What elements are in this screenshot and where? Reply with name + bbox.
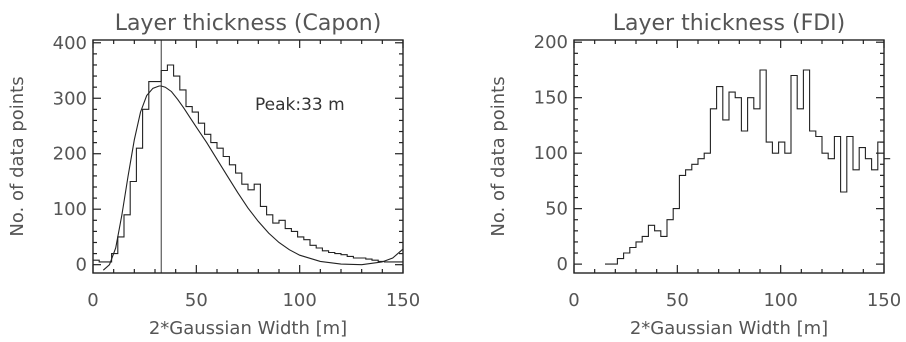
chart-title: Layer thickness (Capon) xyxy=(115,11,382,36)
histogram-steps xyxy=(93,64,403,263)
y-tick-label: 0 xyxy=(557,254,568,275)
y-tick-label: 50 xyxy=(545,199,568,220)
y-tick-label: 200 xyxy=(534,32,568,53)
x-tick-label: 50 xyxy=(666,290,689,311)
y-axis-label: No. of data points xyxy=(7,76,28,236)
fit-curve xyxy=(102,85,404,271)
x-tick-label: 50 xyxy=(185,290,208,311)
y-tick-label: 100 xyxy=(53,199,87,220)
y-tick-label: 400 xyxy=(53,33,87,54)
x-tick-label: 150 xyxy=(386,290,420,311)
x-tick-label: 0 xyxy=(568,290,579,311)
y-tick-label: 300 xyxy=(53,88,87,109)
y-tick-label: 0 xyxy=(76,255,87,276)
x-tick-label: 150 xyxy=(867,290,901,311)
plot-frame xyxy=(92,39,404,274)
x-axis-label: 2*Gaussian Width [m] xyxy=(149,318,347,339)
y-axis-label: No. of data points xyxy=(488,76,509,236)
y-tick-label: 150 xyxy=(534,88,568,109)
plot-frame xyxy=(573,39,885,274)
x-tick-label: 100 xyxy=(763,290,797,311)
chart-title: Layer thickness (FDI) xyxy=(613,11,846,36)
panel-capon: Layer thickness (Capon) Peak:33 m 0 50 100 15… xyxy=(7,11,420,339)
panel-fdi: Layer thickness (FDI) 0 50 100 150 0 50 100 150 2… xyxy=(488,11,901,339)
peak-annotation: Peak:33 m xyxy=(255,95,345,115)
histogram-steps xyxy=(605,69,891,265)
y-tick-label: 100 xyxy=(534,143,568,164)
x-tick-label: 0 xyxy=(87,290,98,311)
x-axis-label: 2*Gaussian Width [m] xyxy=(630,318,828,339)
x-tick-label: 100 xyxy=(282,290,316,311)
y-tick-label: 200 xyxy=(53,144,87,165)
